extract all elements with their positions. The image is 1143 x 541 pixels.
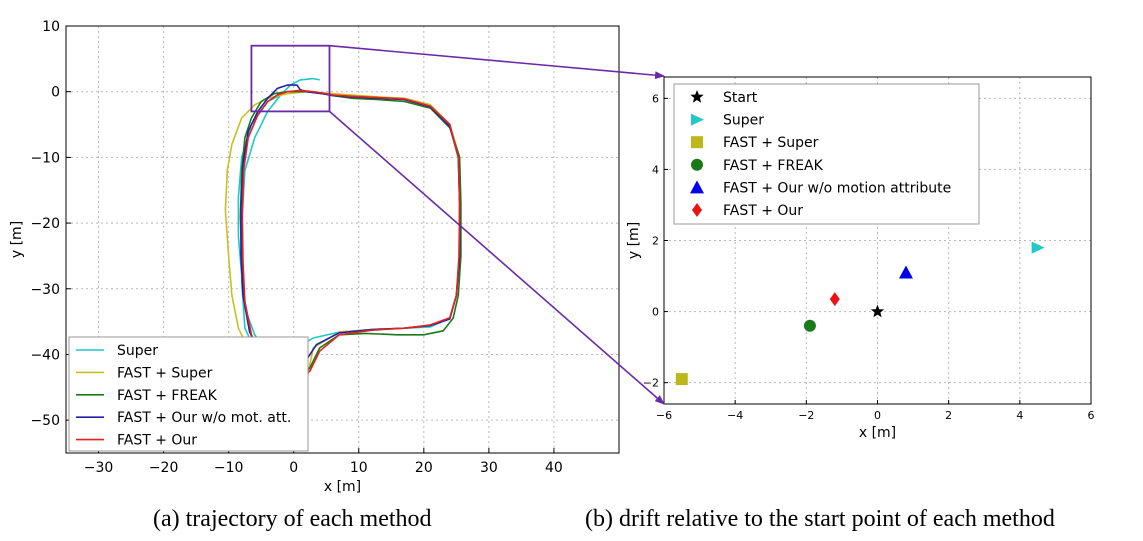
legend-b-marker-4 bbox=[690, 180, 704, 194]
data-point-0 bbox=[870, 304, 885, 318]
legend-b-marker-2 bbox=[691, 136, 703, 149]
x-axis-label-b: x [m] bbox=[859, 425, 896, 441]
legend-b-marker-5 bbox=[692, 203, 702, 217]
data-point-3 bbox=[803, 319, 816, 332]
legend-b-marker-1 bbox=[691, 113, 704, 126]
plot-frame-a bbox=[65, 25, 620, 454]
x-tick-label: −2 bbox=[798, 409, 814, 422]
legend-a-label-3: FAST + Our w/o mot. att. bbox=[117, 410, 291, 426]
series-line-0 bbox=[237, 77, 461, 366]
legend-b-label-5: FAST + Our bbox=[723, 203, 803, 219]
x-tick-label: 4 bbox=[1016, 409, 1023, 422]
y-tick-label: 0 bbox=[652, 306, 659, 319]
caption-b: (b) drift relative to the start point of… bbox=[585, 506, 1055, 532]
legend-a-box bbox=[68, 336, 309, 452]
x-tick-label: −4 bbox=[727, 409, 743, 422]
legend-b-label-0: Start bbox=[723, 90, 758, 106]
legend-a-label-0: Super bbox=[117, 343, 158, 359]
legend-a-label-2: FAST + FREAK bbox=[117, 388, 218, 404]
zoom-box bbox=[250, 44, 331, 113]
drift-chart: −6 −4 −2 0 2 4 6 6 4 2 0 −2 x [m] y [m] Start Super FAST… bbox=[626, 76, 1095, 441]
series-line-4 bbox=[241, 89, 461, 381]
series-line-2 bbox=[239, 90, 462, 379]
x-tick-label: −10 bbox=[214, 460, 244, 476]
x-tick-label: 0 bbox=[874, 409, 881, 422]
legend-b-box bbox=[673, 83, 980, 225]
legend-b-marker-3 bbox=[691, 158, 703, 171]
legend-b-marker-0 bbox=[690, 90, 704, 103]
zoom-arrow-top bbox=[329, 44, 665, 80]
y-tick-label: −10 bbox=[30, 150, 60, 166]
x-tick-label: −6 bbox=[656, 409, 672, 422]
zoom-connector bbox=[328, 44, 665, 405]
data-point-1 bbox=[1031, 241, 1045, 254]
y-axis-label-b: y [m] bbox=[626, 222, 642, 259]
y-tick-label: −40 bbox=[30, 347, 60, 363]
y-tick-label: −2 bbox=[643, 377, 659, 390]
plot-frame-b bbox=[663, 76, 1092, 405]
x-tick-label: 40 bbox=[545, 460, 563, 476]
legend-a: Super FAST + Super FAST + FREAK FAST + Our … bbox=[68, 336, 309, 452]
legend-b-label-4: FAST + Our w/o motion attribute bbox=[723, 180, 951, 196]
y-axis-label-a: y [m] bbox=[9, 221, 25, 258]
y-tick-label: −20 bbox=[30, 216, 60, 232]
x-tick-label: 0 bbox=[289, 460, 298, 476]
legend-b-label-1: Super bbox=[723, 113, 764, 129]
x-axis-label-a: x [m] bbox=[324, 479, 361, 495]
x-tick-label: 2 bbox=[945, 409, 952, 422]
legend-b-label-3: FAST + FREAK bbox=[723, 158, 824, 174]
data-point-2 bbox=[675, 373, 688, 386]
legend-b: Start Super FAST + Super FAST + FREAK FAST +… bbox=[673, 83, 980, 225]
zoom-arrow-bottom bbox=[328, 110, 665, 405]
y-tick-label: −30 bbox=[30, 282, 60, 298]
x-tick-label: 20 bbox=[415, 460, 433, 476]
caption-a: (a) trajectory of each method bbox=[153, 506, 432, 532]
legend-a-label-1: FAST + Super bbox=[117, 365, 213, 381]
y-tick-label: 6 bbox=[652, 92, 659, 105]
y-tick-label: 2 bbox=[652, 235, 659, 248]
x-tick-label: −20 bbox=[149, 460, 179, 476]
data-point-5 bbox=[829, 292, 840, 307]
y-tick-label: −50 bbox=[30, 413, 60, 429]
legend-a-label-4: FAST + Our bbox=[117, 433, 197, 449]
y-tick-label: 4 bbox=[652, 163, 659, 176]
x-tick-label: 10 bbox=[350, 460, 368, 476]
y-tick-label: 0 bbox=[51, 85, 60, 101]
legend-b-label-2: FAST + Super bbox=[723, 135, 819, 151]
x-tick-label: −30 bbox=[84, 460, 114, 476]
x-tick-label: 6 bbox=[1088, 409, 1095, 422]
trajectory-lines bbox=[224, 77, 462, 389]
y-tick-label: 10 bbox=[42, 19, 60, 35]
x-tick-label: 30 bbox=[480, 460, 498, 476]
trajectory-chart: −30 −20 −10 0 10 20 30 40 10 0 −10 −20 −30 −40 −50 x [m… bbox=[9, 19, 620, 495]
data-point-4 bbox=[898, 265, 913, 279]
